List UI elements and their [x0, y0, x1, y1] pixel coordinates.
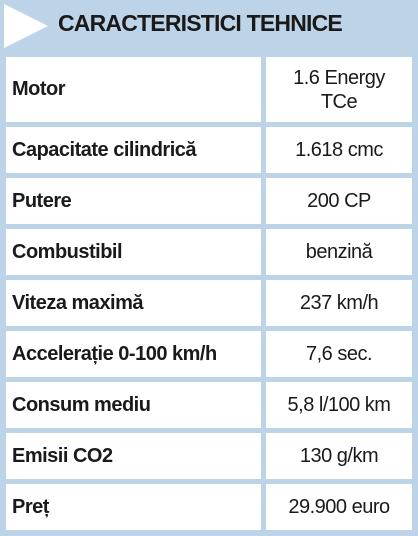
- spec-row: Capacitate cilindrică 1.618 cmc: [6, 127, 412, 173]
- header: CARACTERISTICI TEHNICE: [0, 0, 418, 52]
- spec-value: 29.900 euro: [266, 484, 412, 530]
- spec-row: Motor 1.6 Energy TCe: [6, 57, 412, 122]
- spec-value: benzină: [266, 229, 412, 275]
- spec-label: Combustibil: [6, 229, 261, 275]
- spec-label: Preț: [6, 484, 261, 530]
- spec-value: 1.618 cmc: [266, 127, 412, 173]
- spec-row: Putere 200 CP: [6, 178, 412, 224]
- spec-value: 130 g/km: [266, 433, 412, 479]
- spec-value: 237 km/h: [266, 280, 412, 326]
- spec-table: Motor 1.6 Energy TCe Capacitate cilindrică…: [6, 57, 412, 535]
- spec-value: 7,6 sec.: [266, 331, 412, 377]
- spec-row: Viteza maximă 237 km/h: [6, 280, 412, 326]
- spec-label: Emisii CO2: [6, 433, 261, 479]
- header-arrow: [4, 4, 48, 48]
- spec-row: Consum mediu 5,8 l/100 km: [6, 382, 412, 428]
- spec-row: Accelerație 0-100 km/h 7,6 sec.: [6, 331, 412, 377]
- spec-value: 200 CP: [266, 178, 412, 224]
- spec-label: Motor: [6, 57, 261, 122]
- title: CARACTERISTICI TEHNICE: [58, 10, 343, 36]
- spec-label: Consum mediu: [6, 382, 261, 428]
- spec-value: 5,8 l/100 km: [266, 382, 412, 428]
- spec-label: Accelerație 0-100 km/h: [6, 331, 261, 377]
- spec-value: 1.6 Energy TCe: [266, 57, 412, 122]
- spec-row: Emisii CO2 130 g/km: [6, 433, 412, 479]
- spec-label: Putere: [6, 178, 261, 224]
- spec-label: Viteza maximă: [6, 280, 261, 326]
- spec-label: Capacitate cilindrică: [6, 127, 261, 173]
- spec-row: Combustibil benzină: [6, 229, 412, 275]
- spec-row: Preț 29.900 euro: [6, 484, 412, 530]
